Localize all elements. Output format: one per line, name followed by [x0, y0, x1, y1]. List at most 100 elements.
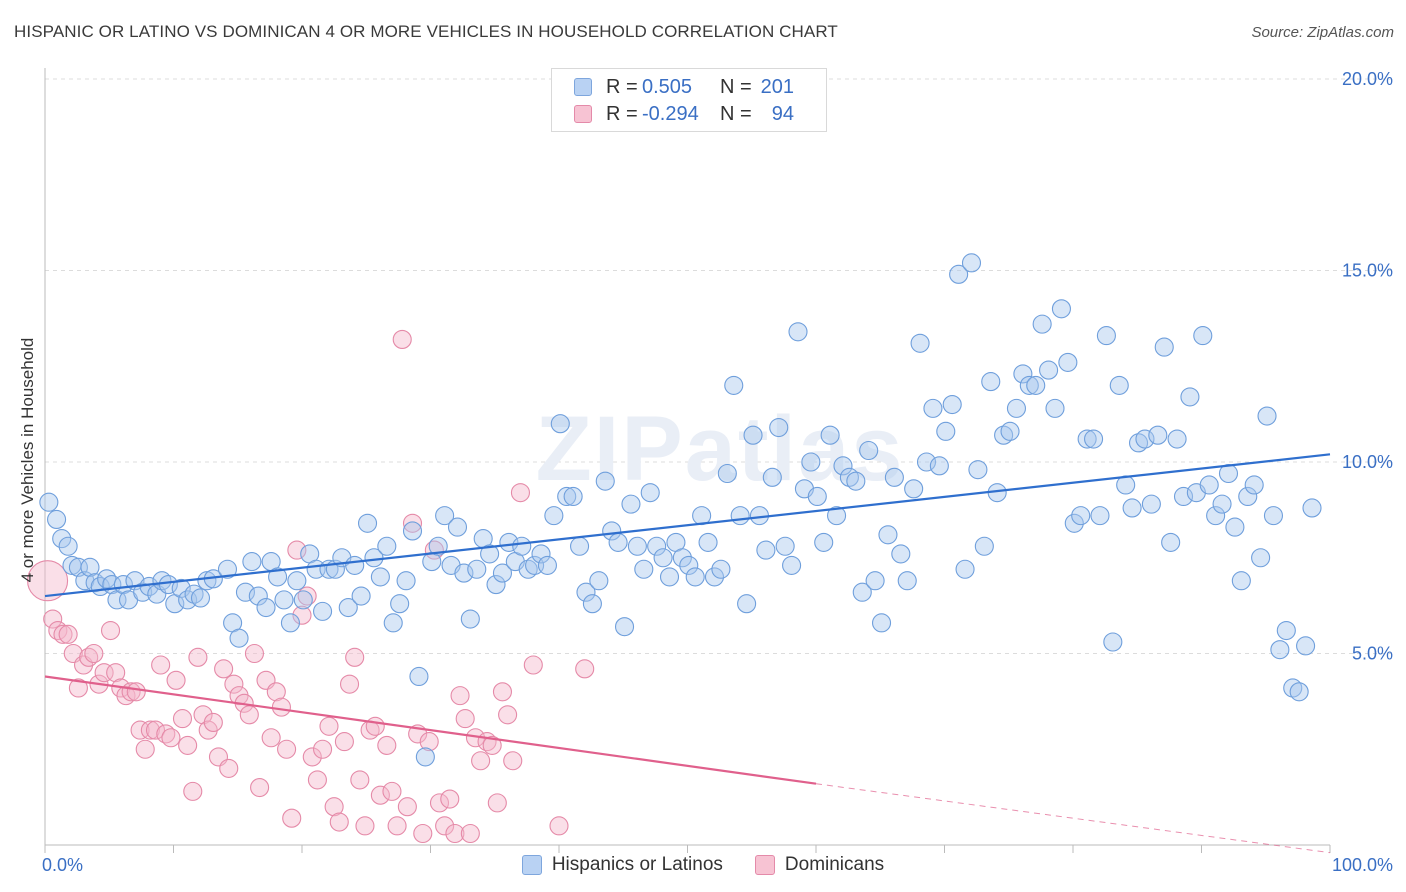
data-point-dominican [492, 682, 513, 702]
data-point-hispanic [884, 467, 904, 487]
data-point-hispanic [1135, 429, 1155, 449]
data-point-hispanic [1270, 640, 1290, 660]
data-point-hispanic [1122, 498, 1142, 518]
data-point-hispanic [659, 567, 680, 587]
data-point-hispanic [293, 590, 313, 610]
data-point-hispanic [1244, 475, 1264, 495]
data-point-hispanic [563, 486, 583, 507]
data-point-dominican [302, 747, 322, 767]
data-point-hispanic [492, 563, 513, 583]
data-point-hispanic [1212, 494, 1232, 514]
data-point-hispanic [1000, 421, 1020, 441]
data-point-hispanic [447, 517, 468, 537]
data-point-hispanic [904, 479, 924, 499]
data-point-dominican [334, 732, 354, 752]
data-point-dominican [382, 781, 402, 801]
data-point-hispanic [537, 555, 557, 575]
data-point-dominican [350, 770, 370, 790]
data-point-dominican [27, 560, 69, 602]
legend-item-hispanic[interactable]: Hispanics or Latinos [521, 854, 723, 876]
data-point-hispanic [608, 532, 628, 552]
data-point-dominican [471, 751, 491, 771]
trend-line-dominican-extension [815, 783, 1331, 854]
axes [44, 68, 1331, 853]
data-point-hispanic [1206, 506, 1226, 526]
tick-labels: 5.0% 10.0% 15.0% 20.0% 0.0% 100.0% [42, 69, 1393, 875]
data-point-hispanic [685, 567, 705, 587]
data-point-hispanic [377, 536, 397, 556]
data-point-hispanic [287, 571, 307, 591]
data-point-hispanic [621, 494, 641, 514]
data-point-dominican [329, 812, 349, 832]
data-point-hispanic [1180, 387, 1200, 407]
n-label: N = [720, 75, 752, 98]
y-tick-label: 5.0% [1352, 644, 1393, 664]
data-point-hispanic [158, 575, 178, 595]
data-point-hispanic [1289, 682, 1309, 702]
trend-line-hispanic [44, 453, 1331, 598]
data-point-dominican [482, 735, 502, 755]
data-point-hispanic [428, 536, 448, 556]
data-point-hispanic [1225, 517, 1245, 537]
data-point-dominican [203, 712, 223, 732]
data-point-dominican [355, 816, 375, 836]
data-point-hispanic [1257, 406, 1277, 426]
data-point-hispanic [949, 264, 969, 284]
data-point-dominican [460, 823, 480, 844]
data-point-hispanic [1064, 513, 1084, 533]
data-point-hispanic [737, 594, 757, 614]
data-point-hispanic [942, 394, 962, 415]
data-point-hispanic [647, 536, 667, 556]
data-point-hispanic [672, 548, 692, 568]
data-point-dominican [261, 728, 281, 748]
data-point-hispanic [570, 536, 590, 556]
data-point-hispanic [595, 471, 615, 491]
data-point-hispanic [1109, 375, 1129, 395]
data-point-hispanic [833, 456, 853, 476]
data-point-hispanic [910, 333, 930, 353]
data-point-hispanic [512, 536, 532, 556]
data-point-dominican [510, 483, 531, 503]
data-point-hispanic [717, 463, 737, 484]
data-point-hispanic [460, 609, 480, 629]
data-point-dominican [339, 674, 360, 694]
data-point-hispanic [248, 586, 268, 606]
y-tick-label: 15.0% [1342, 261, 1393, 281]
data-point-hispanic [1238, 486, 1258, 507]
data-point-hispanic [582, 594, 602, 614]
data-point-hispanic [1193, 326, 1213, 346]
data-point-hispanic [1096, 326, 1116, 346]
data-point-dominican [68, 678, 88, 698]
r-value: -0.294 [642, 102, 699, 125]
data-point-hispanic [97, 569, 117, 589]
data-point-dominican [319, 716, 339, 736]
data-point-hispanic [1199, 475, 1219, 495]
data-point-hispanic [679, 555, 699, 575]
data-point-hispanic [113, 575, 133, 595]
data-point-hispanic [1019, 375, 1039, 395]
series-legend: Hispanics or Latinos Dominicans [0, 852, 1406, 878]
data-point-dominican [282, 808, 302, 828]
data-point-hispanic [1116, 475, 1136, 495]
data-point-hispanic [916, 452, 937, 472]
data-point-dominican [287, 540, 307, 560]
data-point-hispanic [1039, 360, 1059, 380]
data-point-dominican [126, 682, 146, 702]
data-point-hispanic [614, 617, 635, 637]
data-point-dominican [239, 705, 259, 725]
data-point-hispanic [1161, 532, 1181, 552]
data-point-hispanic [1071, 506, 1091, 526]
data-point-dominican [402, 513, 423, 533]
data-point-dominican [166, 670, 186, 690]
data-point-hispanic [820, 425, 840, 445]
data-point-hispanic [370, 567, 390, 587]
data-point-dominican [575, 659, 595, 679]
legend-item-dominican[interactable]: Dominicans [754, 854, 884, 876]
data-point-dominican [397, 797, 417, 817]
data-point-hispanic [197, 571, 217, 591]
legend-swatch-blue [574, 78, 592, 96]
data-point-hispanic [827, 506, 847, 526]
data-point-hispanic [47, 509, 67, 530]
data-point-hispanic [961, 253, 982, 273]
data-point-dominican [244, 643, 265, 664]
